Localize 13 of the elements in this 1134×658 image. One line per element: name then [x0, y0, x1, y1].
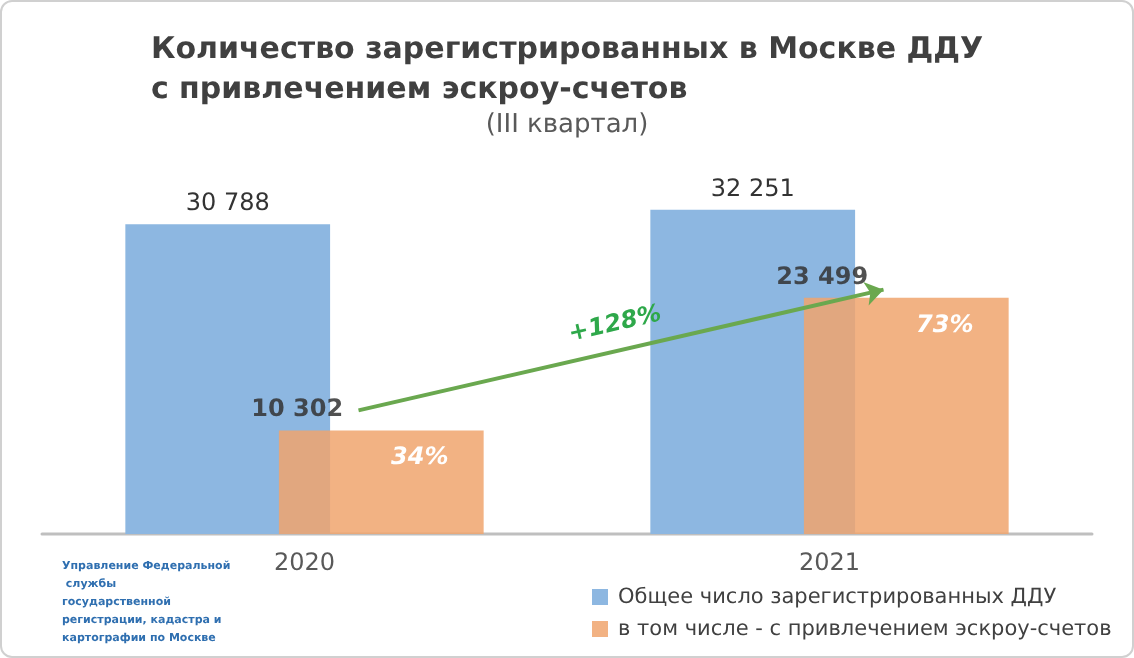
legend-label: Общее число зарегистрированных ДДУ [618, 585, 1058, 609]
x-tick-label: 2020 [273, 548, 336, 576]
annotation: +128% [565, 298, 664, 347]
data-label: 32 251 [710, 173, 795, 202]
data-label: 30 788 [185, 188, 270, 217]
chart-title: Количество зарегистрированных в Москве ДДУ с привлечением эскроу-счетов [150, 30, 984, 106]
bar [803, 297, 1009, 534]
annotation: 34% [391, 442, 449, 471]
bar [278, 430, 484, 534]
legend-label: в том числе - с привлечением эскроу-счетов [618, 617, 1112, 641]
x-tick-label: 2021 [798, 548, 861, 576]
chart-subtitle: (III квартал) [485, 110, 649, 140]
annotation: 73% [916, 309, 974, 338]
